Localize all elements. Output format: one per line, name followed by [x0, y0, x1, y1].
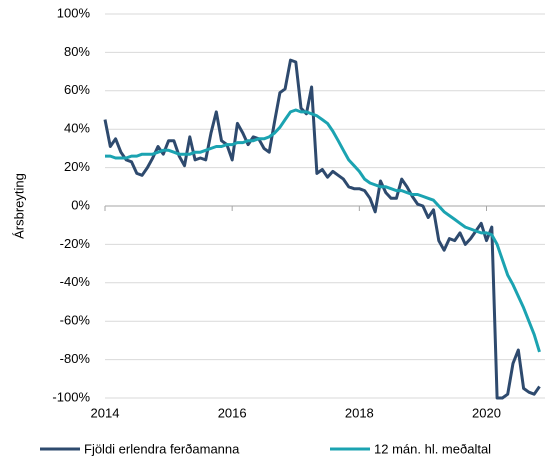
- y-tick-label: 80%: [64, 44, 90, 59]
- y-tick-label: 40%: [64, 121, 90, 136]
- legend-label: Fjöldi erlendra ferðamanna: [84, 441, 240, 456]
- y-tick-label: 100%: [57, 5, 91, 20]
- series-line: [103, 58, 541, 400]
- y-tick-label: -80%: [60, 351, 91, 366]
- x-tick-label: 2016: [218, 405, 247, 420]
- y-tick-label: -100%: [52, 389, 90, 404]
- x-tick-label: 2014: [91, 405, 120, 420]
- y-axis-label: Ársbreyting: [11, 173, 26, 239]
- y-tick-label: -20%: [60, 236, 91, 251]
- x-tick-label: 2020: [472, 405, 501, 420]
- series-line: [105, 108, 541, 353]
- y-tick-label: 60%: [64, 82, 90, 97]
- x-tick-label: 2018: [345, 405, 374, 420]
- y-tick-label: 0%: [71, 197, 90, 212]
- y-tick-label: -60%: [60, 313, 91, 328]
- y-tick-label: -40%: [60, 274, 91, 289]
- legend-label: 12 mán. hl. meðaltal: [374, 441, 491, 456]
- y-tick-label: 20%: [64, 159, 90, 174]
